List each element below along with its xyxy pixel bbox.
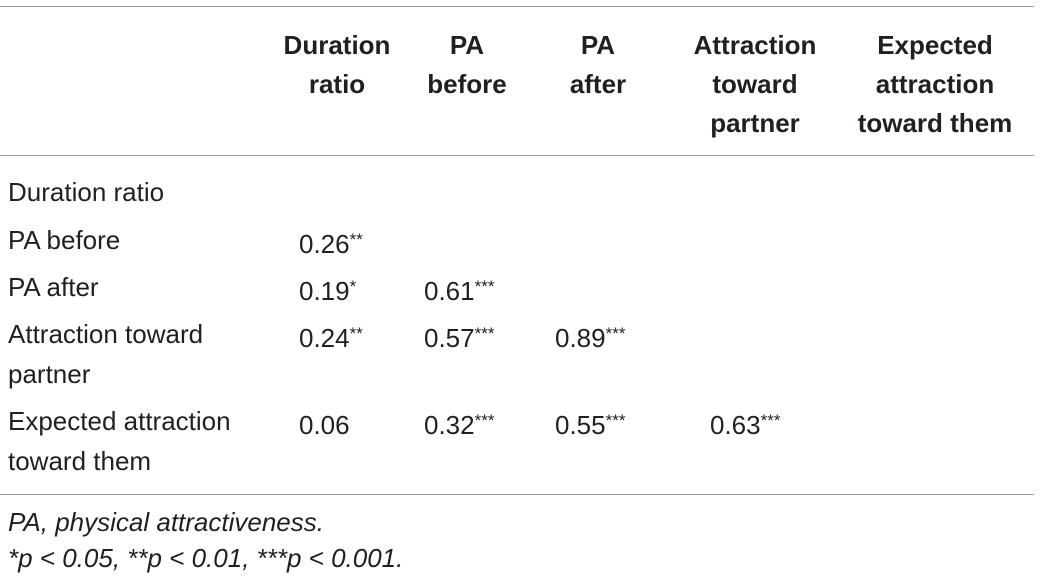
row-label-pa-after: PA after [8, 267, 99, 307]
cell-value: 0.89 [555, 323, 606, 353]
header-line: PA [580, 30, 616, 60]
cell-attraction-pa-after: 0.89*** [555, 314, 625, 358]
header-line: Duration [283, 30, 391, 60]
cell-value: 0.61 [424, 276, 475, 306]
cell-value: 0.55 [555, 410, 606, 440]
cell-expected-pa-after: 0.55*** [555, 401, 625, 445]
header-line: partner [710, 108, 800, 138]
header-line: attraction [875, 69, 995, 99]
row-label-line: partner [8, 359, 91, 389]
significance-stars: *** [474, 277, 495, 296]
row-label-line: Duration ratio [8, 177, 165, 207]
significance-stars: *** [760, 411, 781, 430]
header-line: PA [449, 30, 485, 60]
significance-stars: *** [474, 411, 495, 430]
row-label-duration-ratio: Duration ratio [8, 172, 164, 212]
row-label-line: PA before [8, 225, 121, 255]
significance-stars: * [349, 277, 357, 296]
row-label-line: toward them [8, 446, 152, 476]
cell-pa-after-duration-ratio: 0.19* [299, 267, 356, 311]
cell-pa-before-duration-ratio: 0.26** [299, 220, 363, 264]
column-header-expected-attraction-toward-them: Expected attraction toward them [842, 26, 1028, 143]
header-line: before [427, 69, 507, 99]
cell-value: 0.06 [299, 410, 350, 440]
row-label-line: Attraction toward [8, 319, 204, 349]
significance-stars: *** [605, 411, 626, 430]
cell-expected-attraction-toward-partner: 0.63*** [710, 401, 780, 445]
cell-value: 0.19 [299, 276, 350, 306]
significance-stars: ** [349, 324, 363, 343]
column-header-pa-after: PA after [552, 26, 644, 104]
table-bottom-rule [0, 494, 1034, 495]
footnote-significance: *p < 0.05, **p < 0.01, ***p < 0.001. [8, 543, 404, 573]
table-top-rule [0, 6, 1034, 7]
header-line: toward [712, 69, 798, 99]
header-line: after [569, 69, 627, 99]
row-label-expected-attraction-toward-them: Expected attraction toward them [8, 401, 231, 481]
row-label-attraction-toward-partner: Attraction toward partner [8, 314, 203, 394]
column-header-attraction-toward-partner: Attraction toward partner [682, 26, 828, 143]
column-header-duration-ratio: Duration ratio [276, 26, 398, 104]
header-line: Attraction [693, 30, 817, 60]
header-line: ratio [308, 69, 366, 99]
cell-pa-after-pa-before: 0.61*** [424, 267, 494, 311]
significance-stars: ** [349, 230, 363, 249]
cell-value: 0.24 [299, 323, 350, 353]
cell-expected-duration-ratio: 0.06 [299, 401, 350, 445]
row-label-line: PA after [8, 272, 99, 302]
cell-value: 0.57 [424, 323, 475, 353]
cell-expected-pa-before: 0.32*** [424, 401, 494, 445]
cell-value: 0.63 [710, 410, 761, 440]
column-header-pa-before: PA before [414, 26, 520, 104]
row-label-pa-before: PA before [8, 220, 120, 260]
row-label-line: Expected attraction [8, 406, 231, 436]
significance-stars: *** [605, 324, 626, 343]
table-header-rule [0, 155, 1034, 156]
significance-stars: *** [474, 324, 495, 343]
cell-value: 0.32 [424, 410, 475, 440]
header-line: toward them [857, 108, 1013, 138]
header-line: Expected [877, 30, 993, 60]
footnote-abbreviation: PA, physical attractiveness. [8, 507, 324, 537]
cell-value: 0.26 [299, 229, 350, 259]
cell-attraction-duration-ratio: 0.24** [299, 314, 363, 358]
cell-attraction-pa-before: 0.57*** [424, 314, 494, 358]
